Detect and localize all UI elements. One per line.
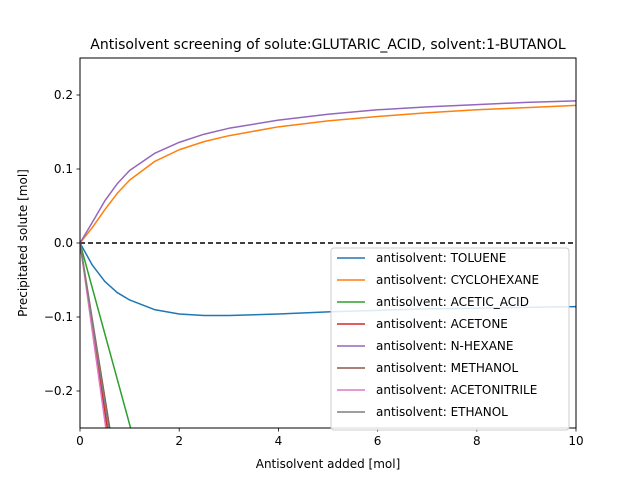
y-tick-label: 0.2	[54, 88, 73, 102]
legend: antisolvent: TOLUENE antisolvent: CYCLOHE…	[330, 247, 570, 431]
x-tick-label: 0	[76, 434, 84, 448]
series-line-2	[80, 242, 132, 428]
y-tick-label: 0.1	[54, 162, 73, 176]
legend-label: antisolvent: TOLUENE	[376, 251, 506, 265]
y-axis: −0.2 −0.1 0.0 0.1 0.2	[44, 88, 80, 398]
y-tick-label: −0.1	[44, 310, 73, 324]
chart-title: Antisolvent screening of solute:GLUTARIC…	[90, 37, 566, 53]
legend-box	[330, 247, 570, 431]
legend-label: antisolvent: CYCLOHEXANE	[376, 273, 539, 287]
legend-label: antisolvent: METHANOL	[376, 361, 518, 375]
x-tick-label: 2	[175, 434, 183, 448]
x-axis: 0 2 4 6 8 10	[76, 428, 584, 448]
x-tick-label: 6	[374, 434, 382, 448]
legend-label: antisolvent: ACETONE	[376, 317, 508, 331]
series-line-4	[80, 100, 576, 244]
series-line-1	[80, 104, 576, 244]
x-axis-label: Antisolvent added [mol]	[256, 457, 401, 471]
x-tick-label: 4	[275, 434, 283, 448]
legend-label: antisolvent: ETHANOL	[376, 405, 508, 419]
y-axis-label: Precipitated solute [mol]	[16, 169, 30, 317]
y-tick-label: 0.0	[54, 236, 73, 250]
y-tick-label: −0.2	[44, 384, 73, 398]
legend-label: antisolvent: ACETIC_ACID	[376, 295, 529, 309]
x-tick-label: 8	[473, 434, 481, 448]
legend-label: antisolvent: N-HEXANE	[376, 339, 513, 353]
series-line-7	[80, 242, 110, 428]
legend-label: antisolvent: ACETONITRILE	[376, 383, 537, 397]
x-tick-label: 10	[568, 434, 583, 448]
